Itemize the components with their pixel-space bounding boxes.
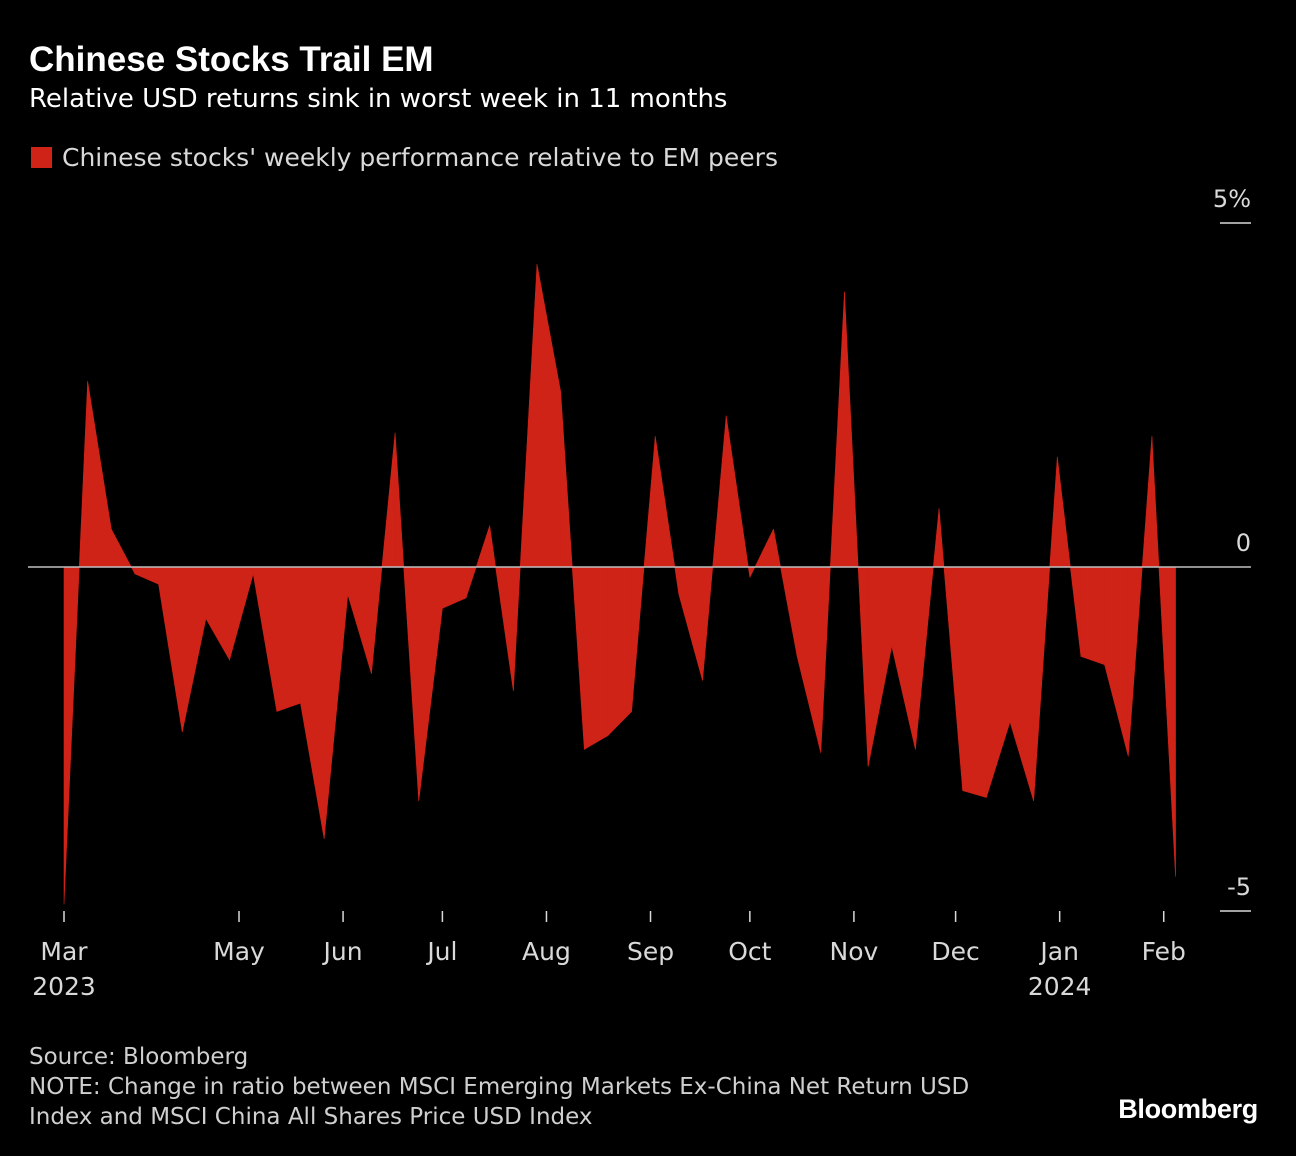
area-segment — [891, 566, 916, 750]
area-segment — [796, 566, 822, 753]
area-segment — [181, 566, 207, 733]
area-segment — [465, 525, 491, 599]
area-segment — [394, 432, 420, 801]
area-segment — [347, 566, 372, 674]
y-tick-label: 5% — [1213, 185, 1251, 213]
chart-footer: Source: Bloomberg NOTE: Change in ratio … — [29, 1042, 969, 1132]
y-tick-label: 0 — [1236, 529, 1251, 557]
source-text: Source: Bloomberg — [29, 1044, 249, 1070]
area-segment — [252, 566, 278, 712]
area-segment — [678, 566, 703, 681]
chart-subtitle: Relative USD returns sink in worst week … — [29, 84, 728, 114]
x-tick-label: Nov — [830, 937, 879, 966]
area-segment — [773, 529, 798, 657]
area-segment — [654, 436, 680, 595]
note-line-2: Index and MSCI China All Shares Price US… — [29, 1104, 593, 1130]
x-tick-label: Sep — [627, 937, 674, 966]
area-segment — [702, 415, 727, 681]
area-segment — [229, 566, 254, 660]
area-segment — [536, 264, 561, 568]
area-segment — [300, 566, 325, 839]
area-segment — [820, 291, 845, 753]
x-tick-label: Jun — [322, 937, 363, 966]
x-tick-year: 2024 — [1028, 972, 1092, 1001]
area-segment — [276, 566, 301, 712]
area-segment — [63, 381, 88, 905]
area-segment — [1080, 566, 1105, 666]
area-segment — [867, 566, 893, 767]
area-segment — [1104, 566, 1129, 757]
x-tick-label: Aug — [522, 937, 571, 966]
area-segment — [158, 566, 183, 733]
area-segment — [1127, 436, 1153, 757]
legend-swatch — [31, 147, 52, 168]
note-line-1: NOTE: Change in ratio between MSCI Emerg… — [29, 1074, 970, 1100]
x-tick-label: Oct — [728, 937, 771, 966]
area-segment — [607, 566, 632, 737]
area-segment — [915, 508, 940, 750]
y-tick-label: -5 — [1227, 873, 1251, 901]
area-segment — [323, 566, 349, 839]
area-segment — [631, 436, 656, 712]
x-tick-label: Jul — [425, 937, 457, 966]
area-segment — [844, 291, 869, 767]
area-segment — [489, 525, 514, 691]
area-segment — [513, 264, 538, 691]
x-tick-label: Jan — [1038, 937, 1079, 966]
legend: Chinese stocks' weekly performance relat… — [31, 143, 778, 172]
area-segment — [986, 566, 1011, 798]
x-tick-label: May — [213, 937, 265, 966]
x-tick-label: Mar — [40, 937, 88, 966]
area-segment — [442, 566, 467, 609]
area-segment — [87, 381, 112, 568]
area-segment — [418, 566, 443, 801]
bloomberg-logo: Bloomberg — [1118, 1094, 1258, 1124]
area-segment — [560, 391, 585, 750]
area-segment — [1009, 566, 1034, 802]
area-segment — [1151, 436, 1176, 877]
area-segment — [371, 432, 396, 674]
area-segment — [1057, 456, 1082, 657]
area-segment — [962, 566, 987, 798]
area-segment — [205, 566, 230, 662]
chart-title: Chinese Stocks Trail EM — [29, 40, 434, 79]
area-segment — [583, 566, 609, 750]
area-segment — [134, 566, 159, 585]
x-tick-label: Feb — [1142, 937, 1186, 966]
area-segment — [725, 415, 751, 578]
x-tick-label: Dec — [931, 937, 979, 966]
area-segment — [749, 529, 774, 578]
area-segment — [1033, 456, 1058, 801]
legend-label: Chinese stocks' weekly performance relat… — [62, 143, 778, 172]
area-segment — [938, 508, 964, 791]
x-tick-year: 2023 — [32, 972, 96, 1001]
